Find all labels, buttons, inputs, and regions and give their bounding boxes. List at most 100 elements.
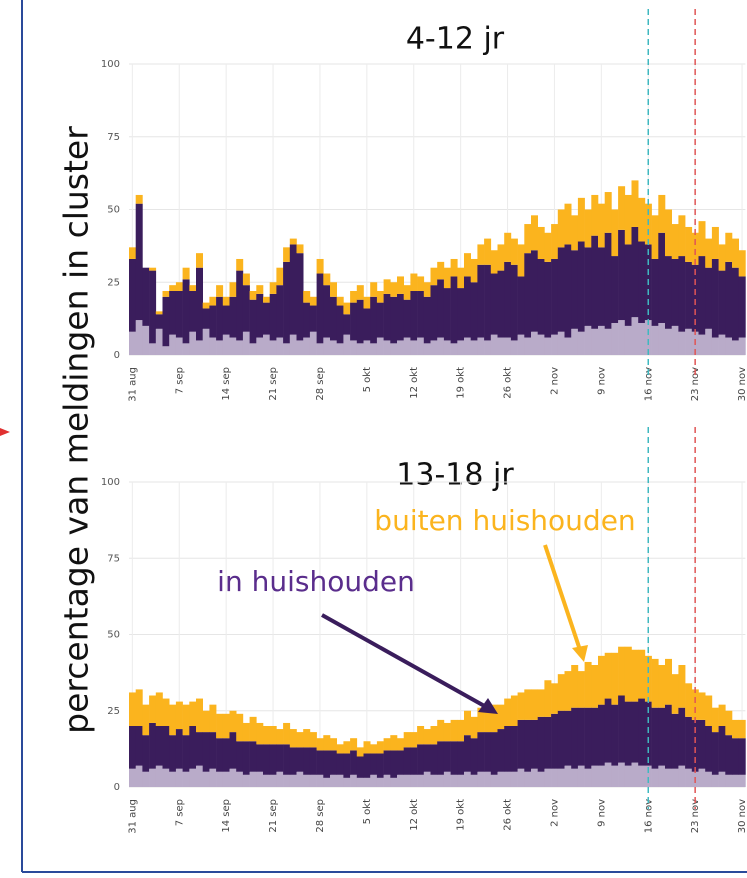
bar-segment bbox=[390, 296, 398, 344]
y-tick-label: 75 bbox=[107, 553, 120, 564]
bar-segment bbox=[343, 753, 351, 778]
bar-segment bbox=[738, 276, 746, 338]
bar-segment bbox=[249, 343, 257, 355]
y-axis-label: percentage van meldingen in cluster bbox=[57, 126, 96, 734]
bar-segment bbox=[363, 777, 371, 787]
bar-segment bbox=[544, 337, 552, 355]
bar-segment bbox=[350, 750, 358, 775]
bar-segment bbox=[403, 732, 411, 748]
bar-segment bbox=[263, 744, 270, 775]
bar-segment bbox=[216, 771, 224, 787]
bar-segment bbox=[437, 279, 445, 338]
bar-segment bbox=[336, 753, 344, 775]
bar-segment bbox=[571, 768, 579, 787]
bar-segment bbox=[229, 296, 237, 338]
bar-segment bbox=[631, 180, 639, 227]
bar-segment bbox=[464, 771, 471, 787]
bar-segment bbox=[356, 747, 364, 757]
bar-segment bbox=[216, 713, 224, 739]
arrow-in bbox=[321, 613, 489, 710]
bar-segment bbox=[611, 322, 619, 355]
bar-segment bbox=[497, 704, 505, 730]
bar-segment bbox=[732, 719, 739, 739]
bar-segment bbox=[242, 331, 250, 355]
bar-segment bbox=[189, 285, 197, 291]
bar-segment bbox=[216, 738, 224, 772]
bar-segment bbox=[249, 290, 257, 300]
x-tick-label: 31 aug bbox=[127, 799, 138, 834]
bar-segment bbox=[269, 282, 277, 294]
bar-segment bbox=[477, 264, 485, 338]
bar-segment bbox=[557, 247, 565, 332]
bar-segment bbox=[296, 340, 304, 355]
x-tick-label: 5 okt bbox=[362, 367, 373, 392]
bar-segment bbox=[363, 741, 371, 754]
bar-segment bbox=[705, 267, 713, 329]
bar-segment bbox=[470, 282, 478, 341]
bar-segment bbox=[155, 765, 163, 787]
bar-segment bbox=[209, 296, 217, 306]
bar-segment bbox=[685, 328, 693, 355]
bar-segment bbox=[182, 704, 190, 736]
x-tick-label: 2 nov bbox=[549, 799, 560, 827]
bar-segment bbox=[698, 719, 706, 769]
bar-segment bbox=[457, 288, 465, 341]
bar-segment bbox=[316, 774, 324, 787]
bar-segment bbox=[604, 328, 612, 355]
bar-segment bbox=[397, 293, 404, 341]
bar-segment bbox=[182, 267, 190, 280]
bar-segment bbox=[711, 226, 719, 259]
x-tick-label: 7 sep bbox=[174, 799, 185, 826]
bar-segment bbox=[155, 328, 163, 355]
bar-segment bbox=[631, 226, 639, 318]
bar-segment bbox=[678, 665, 686, 708]
bar-segment bbox=[671, 713, 679, 769]
bar-segment bbox=[283, 744, 291, 775]
bar-segment bbox=[738, 250, 746, 277]
bar-segment bbox=[316, 343, 324, 355]
bar-segment bbox=[510, 771, 518, 787]
bar-segment bbox=[691, 232, 699, 265]
bar-segment bbox=[383, 279, 391, 294]
bar-segment bbox=[584, 325, 592, 355]
bar-segment bbox=[577, 765, 585, 787]
bar-segment bbox=[383, 750, 391, 775]
bar-segment bbox=[658, 194, 666, 233]
bar-segment bbox=[457, 267, 465, 289]
bar-segment bbox=[202, 302, 210, 309]
bar-segment bbox=[363, 340, 371, 355]
bar-segment bbox=[142, 735, 150, 772]
bar-segment bbox=[135, 194, 143, 204]
bar-segment bbox=[484, 771, 492, 787]
bar-segment bbox=[671, 224, 679, 259]
bar-segment bbox=[149, 267, 157, 271]
bar-segment bbox=[423, 343, 431, 355]
bar-segment bbox=[209, 337, 217, 355]
bar-segment bbox=[410, 747, 418, 775]
bar-segment bbox=[289, 774, 297, 787]
y-tick-label: 100 bbox=[101, 59, 120, 70]
bar-segment bbox=[209, 768, 217, 787]
bar-segment bbox=[276, 285, 284, 338]
bar-segment bbox=[303, 747, 311, 775]
bar-segment bbox=[450, 719, 458, 742]
bar-segment bbox=[129, 692, 136, 726]
bar-segment bbox=[376, 741, 384, 754]
bar-segment bbox=[591, 665, 599, 708]
bar-segment bbox=[202, 732, 210, 772]
bar-segment bbox=[564, 203, 572, 245]
bar-segment bbox=[222, 713, 230, 739]
bar-segment bbox=[390, 343, 398, 355]
bar-segment bbox=[611, 652, 619, 705]
bar-segment bbox=[263, 296, 270, 303]
bar-segment bbox=[504, 726, 512, 772]
chart-title: 4-12 jr bbox=[406, 22, 505, 57]
bar-segment bbox=[531, 215, 538, 251]
bar-segment bbox=[671, 325, 679, 355]
bar-segment bbox=[477, 707, 485, 733]
bar-segment bbox=[403, 774, 411, 787]
bar-segment bbox=[551, 334, 559, 355]
x-tick-label: 21 sep bbox=[268, 367, 279, 401]
bar-segment bbox=[169, 334, 177, 355]
bar-segment bbox=[732, 238, 739, 268]
